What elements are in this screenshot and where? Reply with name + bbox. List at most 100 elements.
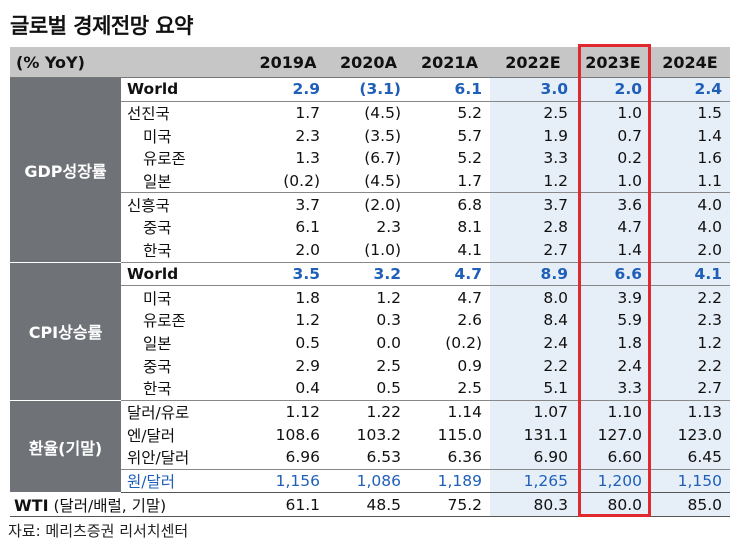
value-cell: 0.7 [576, 124, 650, 148]
value-cell: 1,086 [328, 468, 409, 493]
source-note: 자료: 메리츠증권 리서치센터 [8, 522, 189, 540]
row-label: 엔/달러 [127, 426, 176, 445]
value-cell: 2.4 [650, 77, 730, 102]
value-cell: 1.22 [328, 399, 409, 424]
value-cell: 0.0 [376, 333, 401, 352]
fx-category-label: 환율(기말) [10, 400, 121, 494]
value-cell: 4.1 [650, 261, 730, 286]
year-header: 2023E [576, 47, 650, 78]
wti-row: WTI (달러/배럴, 기말) 61.1 48.5 75.2 80.3 80.0 85.0 [10, 492, 730, 518]
value-cell: 1,265 [490, 468, 576, 493]
value-cell: 4.7 [409, 285, 490, 309]
row-label: 유로존 [143, 312, 186, 331]
table-row: 엔/달러 108.6 103.2 115.0 131.1 127.0 123.0 [10, 423, 730, 446]
value-cell: 1,156 [248, 468, 328, 493]
value-cell: 6.45 [650, 446, 730, 470]
value-cell: 3.5 [248, 261, 328, 286]
value-cell: 1.14 [409, 399, 490, 424]
value-cell: 3.0 [490, 77, 576, 102]
value-cell: 4.1 [457, 241, 482, 260]
value-cell: 3.7 [248, 192, 328, 217]
value-cell: (6.7) [364, 149, 401, 168]
value-cell: 1.0 [576, 169, 650, 193]
value-cell: 2.5 [457, 379, 482, 398]
value-cell: 2.9 [295, 356, 320, 375]
value-cell: 2.7 [650, 376, 730, 401]
value-cell: 3.9 [576, 285, 650, 309]
value-cell: 3.6 [576, 192, 650, 217]
value-cell: 0.3 [376, 311, 401, 330]
value-cell: 3.3 [490, 147, 576, 170]
value-cell: 2.3 [650, 308, 730, 332]
value-cell: (3.5) [364, 126, 401, 145]
value-cell: 6.53 [366, 448, 401, 467]
value-cell: 1.5 [650, 100, 730, 125]
value-cell: 2.0 [650, 238, 730, 262]
year-header: 2024E [650, 47, 730, 78]
table-row: 선진국 1.7 (4.5) 5.2 2.5 1.0 1.5 [10, 100, 730, 125]
value-cell: 6.8 [409, 192, 490, 217]
row-label: 원/달러 [121, 468, 248, 493]
value-cell: 108.6 [275, 425, 320, 444]
value-cell: (0.2) [283, 172, 320, 191]
value-cell: (1.0) [364, 241, 401, 260]
value-cell: 1.2 [295, 311, 320, 330]
value-cell: (4.5) [364, 172, 401, 191]
header-row: (% YoY) 2019A 2020A 2021A 2022E 2023E 20… [10, 47, 730, 78]
value-cell: 2.3 [376, 218, 401, 237]
value-cell: 0.9 [457, 356, 482, 375]
value-cell: 2.8 [490, 216, 576, 239]
value-cell: 127.0 [576, 423, 650, 446]
value-cell: 3.3 [576, 376, 650, 401]
value-cell: 2.2 [650, 285, 730, 309]
table-row: 환율(기말) 달러/유로 1.12 1.22 1.14 1.07 1.10 1.13 [10, 399, 730, 494]
value-cell: 1.4 [576, 238, 650, 262]
value-cell: 0.4 [295, 379, 320, 398]
value-cell: 0.5 [376, 379, 401, 398]
value-cell: 1,189 [409, 468, 490, 493]
value-cell: 3.7 [490, 192, 576, 217]
economic-outlook-table: (% YoY) 2019A 2020A 2021A 2022E 2023E 20… [10, 47, 730, 518]
table-row: 일본 0.5 0.0 (0.2) 2.4 1.8 1.2 [10, 331, 730, 355]
value-cell: 5.7 [457, 126, 482, 145]
value-cell: 1.1 [650, 169, 730, 193]
value-cell: 85.0 [650, 492, 730, 518]
row-label: 달러/유로 [121, 399, 248, 424]
value-cell: 1.7 [248, 100, 328, 125]
row-label: 일본 [143, 334, 172, 353]
value-cell: 4.7 [409, 261, 490, 286]
value-cell: 1.10 [576, 399, 650, 424]
table-row: CPI상승률 World 3.5 3.2 4.7 8.9 6.6 4.1 [10, 261, 730, 401]
table-row: 중국 6.1 2.3 8.1 2.8 4.7 4.0 [10, 216, 730, 239]
value-cell: 115.0 [437, 425, 482, 444]
table-row: 신흥국 3.7 (2.0) 6.8 3.7 3.6 4.0 [10, 192, 730, 217]
row-label: 중국 [143, 219, 172, 238]
row-label: 한국 [143, 242, 172, 261]
value-cell: 1.6 [650, 147, 730, 170]
value-cell: 1.9 [490, 124, 576, 148]
value-cell: 61.1 [248, 492, 328, 518]
value-cell: 6.60 [576, 446, 650, 470]
value-cell: 2.0 [295, 241, 320, 260]
value-cell: 2.2 [490, 354, 576, 377]
value-cell: 123.0 [650, 423, 730, 446]
wti-label: WTI (달러/배럴, 기말) [10, 492, 248, 518]
table-row: 미국 1.8 1.2 4.7 8.0 3.9 2.2 [10, 285, 730, 309]
value-cell: 1,150 [650, 468, 730, 493]
value-cell: 6.36 [447, 448, 482, 467]
value-cell: (2.0) [328, 192, 409, 217]
value-cell: 1.8 [576, 331, 650, 355]
row-label: 일본 [143, 173, 172, 192]
value-cell: 2.0 [576, 77, 650, 102]
unit-label: (% YoY) [10, 47, 248, 78]
year-header: 2021A [409, 47, 490, 78]
value-cell: 4.0 [650, 192, 730, 217]
table-row: 한국 0.4 0.5 2.5 5.1 3.3 2.7 [10, 376, 730, 401]
cpi-category-label: CPI상승률 [10, 262, 121, 401]
table-row: 위안/달러 6.96 6.53 6.36 6.90 6.60 6.45 [10, 446, 730, 470]
value-cell: 1.2 [328, 285, 409, 309]
value-cell: 1.2 [490, 169, 576, 193]
value-cell: 2.2 [650, 354, 730, 377]
value-cell: 2.5 [490, 100, 576, 125]
value-cell: 80.0 [576, 492, 650, 518]
